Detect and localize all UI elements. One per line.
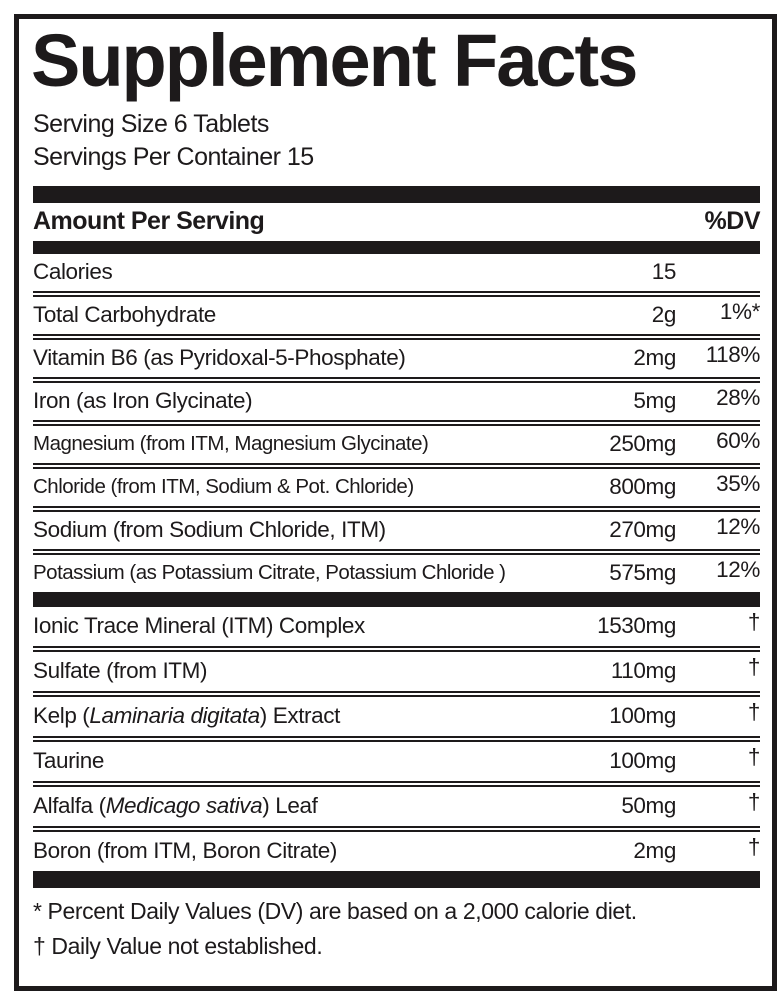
row-separator xyxy=(33,376,760,383)
nutrient-dv: † xyxy=(747,743,761,769)
nutrient-row: Potassium (as Potassium Citrate, Potassi… xyxy=(33,555,760,592)
nutrient-dv: 60% xyxy=(716,427,760,453)
nutrient-dv: 35% xyxy=(716,470,760,496)
nutrient-row: Sodium (from Sodium Chloride, ITM) 270mg 1… xyxy=(33,512,760,549)
nutrient-row: Vitamin B6 (as Pyridoxal-5-Phosphate) 2mg… xyxy=(33,340,760,377)
nutrient-name: Sodium (from Sodium Chloride, ITM) xyxy=(33,517,386,543)
nutrient-amount: 100mg xyxy=(609,748,676,774)
divider-bar-middle xyxy=(33,591,760,607)
divider-bar-bottom xyxy=(33,870,760,888)
footnote-dagger: † Daily Value not established. xyxy=(33,932,323,959)
nutrient-name: Iron (as Iron Glycinate) xyxy=(33,388,253,414)
nutrient-dv: † xyxy=(747,833,761,859)
nutrient-row: Total Carbohydrate 2g 1%* xyxy=(33,297,760,334)
nutrient-name: Kelp (Laminaria digitata) Extract xyxy=(33,703,340,729)
nutrient-amount: 5mg xyxy=(633,388,676,414)
nutrient-amount: 100mg xyxy=(609,703,676,729)
nutrient-amount: 800mg xyxy=(609,474,676,500)
nutrient-name: Magnesium (from ITM, Magnesium Glycinate… xyxy=(33,432,429,456)
nutrient-amount: 2g xyxy=(651,302,677,328)
nutrient-dv: † xyxy=(747,653,761,679)
nutrient-name: Boron (from ITM, Boron Citrate) xyxy=(33,838,337,864)
nutrient-row: Alfalfa (Medicago sativa) Leaf 50mg † xyxy=(33,787,760,826)
servings-per-container-text: Servings Per Container 15 xyxy=(33,142,314,171)
row-separator xyxy=(33,290,760,297)
footnote-percent-dv: * Percent Daily Values (DV) are based on… xyxy=(33,897,637,924)
nutrient-name: Potassium (as Potassium Citrate, Potassi… xyxy=(33,561,506,585)
nutrient-name: Calories xyxy=(33,259,113,285)
divider-bar-top xyxy=(33,185,760,203)
nutrient-dv: 118% xyxy=(705,341,761,367)
nutrient-amount: 50mg xyxy=(621,793,676,819)
row-separator xyxy=(33,690,760,697)
row-separator xyxy=(33,780,760,787)
nutrient-dv: † xyxy=(747,608,761,634)
footnotes: * Percent Daily Values (DV) are based on… xyxy=(33,894,760,964)
row-separator xyxy=(33,462,760,469)
nutrient-amount: 270mg xyxy=(609,517,676,543)
nutrient-amount: 575mg xyxy=(609,560,676,586)
nutrient-name: Ionic Trace Mineral (ITM) Complex xyxy=(33,613,365,639)
nutrient-name: Taurine xyxy=(33,748,104,774)
nutrient-dv: † xyxy=(747,698,761,724)
nutrient-row: Ionic Trace Mineral (ITM) Complex 1530mg † xyxy=(33,607,760,646)
nutrient-amount: 110mg xyxy=(610,658,677,684)
nutrient-row: Calories 15 xyxy=(33,254,760,291)
nutrient-amount: 1530mg xyxy=(597,613,676,639)
nutrient-amount: 2mg xyxy=(633,838,676,864)
nutrient-amount: 15 xyxy=(651,259,677,285)
row-separator xyxy=(33,645,760,652)
nutrient-name: Sulfate (from ITM) xyxy=(33,658,208,684)
nutrient-name: Alfalfa (Medicago sativa) Leaf xyxy=(33,793,318,819)
nutrient-row: Magnesium (from ITM, Magnesium Glycinate… xyxy=(33,426,760,463)
proprietary-section: Ionic Trace Mineral (ITM) Complex 1530mg †… xyxy=(33,607,760,871)
row-separator xyxy=(33,419,760,426)
percent-dv-header: %DV xyxy=(704,206,761,235)
nutrient-dv: 12% xyxy=(716,556,760,582)
panel-title: Supplement Facts xyxy=(31,19,638,102)
nutrient-dv: 12% xyxy=(716,513,760,539)
nutrient-dv: 28% xyxy=(716,384,760,410)
row-separator xyxy=(33,505,760,512)
column-header-row: Amount Per Serving %DV xyxy=(33,203,761,241)
nutrient-row: Sulfate (from ITM) 110mg † xyxy=(33,652,760,691)
nutrient-dv: † xyxy=(747,788,761,814)
row-separator xyxy=(33,735,760,742)
nutrient-name: Total Carbohydrate xyxy=(33,302,216,328)
nutrient-row: Boron (from ITM, Boron Citrate) 2mg † xyxy=(33,832,760,871)
nutrient-row: Iron (as Iron Glycinate) 5mg 28% xyxy=(33,383,760,420)
row-separator xyxy=(33,548,760,555)
nutrient-row: Chloride (from ITM, Sodium & Pot. Chlori… xyxy=(33,469,760,506)
nutrient-dv: 1%* xyxy=(719,298,760,324)
supplement-facts-panel: Supplement Facts Serving Size 6 Tablets … xyxy=(14,14,777,991)
nutrient-dv xyxy=(676,254,760,256)
nutrient-amount: 250mg xyxy=(609,431,676,457)
nutrient-name: Vitamin B6 (as Pyridoxal-5-Phosphate) xyxy=(33,345,406,371)
amount-per-serving-header: Amount Per Serving xyxy=(33,206,265,235)
nutrient-amount: 2mg xyxy=(633,345,676,371)
nutrient-row: Taurine 100mg † xyxy=(33,742,760,781)
nutrient-name: Chloride (from ITM, Sodium & Pot. Chlori… xyxy=(33,475,414,499)
serving-size-text: Serving Size 6 Tablets xyxy=(33,109,269,138)
nutrients-section: Calories 15 Total Carbohydrate 2g 1%* Vitamin… xyxy=(33,254,760,592)
nutrient-row: Kelp (Laminaria digitata) Extract 100mg † xyxy=(33,697,760,736)
divider-bar-header xyxy=(33,240,760,254)
row-separator xyxy=(33,333,760,340)
row-separator xyxy=(33,825,760,832)
